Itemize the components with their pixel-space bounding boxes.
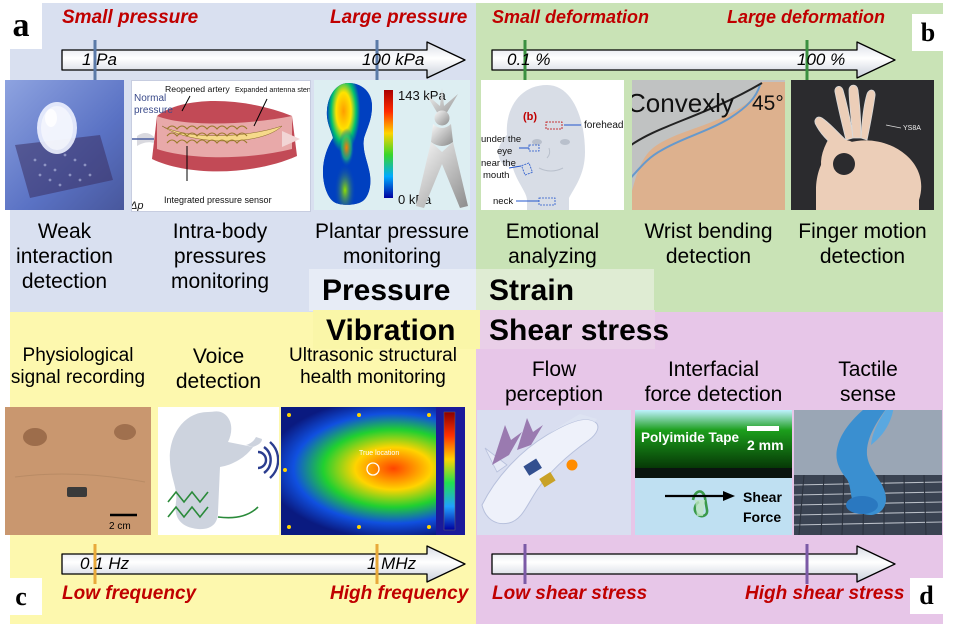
svg-text:(b): (b)	[523, 111, 537, 123]
svg-text:143 kPa: 143 kPa	[398, 88, 446, 103]
svg-text:mouth: mouth	[483, 170, 509, 181]
svg-text:Polyimide Tape: Polyimide Tape	[641, 430, 740, 445]
svg-text:45°: 45°	[752, 92, 784, 115]
svg-text:eye: eye	[497, 146, 512, 157]
svg-text:forehead: forehead	[584, 120, 623, 131]
svg-text:YS8A: YS8A	[903, 125, 921, 132]
svg-text:neck: neck	[493, 196, 513, 207]
svg-text:Normal: Normal	[134, 93, 166, 104]
svg-text:Reopened artery: Reopened artery	[165, 84, 230, 94]
svg-text:near the: near the	[481, 158, 516, 169]
svg-text:Integrated pressure sensor: Integrated pressure sensor	[164, 195, 272, 205]
svg-text:Δp: Δp	[132, 200, 144, 211]
svg-text:Force: Force	[743, 509, 781, 525]
svg-text:True location: True location	[359, 450, 399, 457]
svg-text:2 cm: 2 cm	[109, 521, 131, 532]
svg-text:Shear: Shear	[743, 489, 782, 505]
svg-text:2 mm: 2 mm	[747, 437, 784, 453]
svg-text:Convexly: Convexly	[632, 88, 734, 118]
svg-text:Expanded antenna stent: Expanded antenna stent	[235, 85, 310, 94]
svg-text:pressure: pressure	[134, 105, 173, 116]
svg-text:under the: under the	[481, 134, 521, 145]
